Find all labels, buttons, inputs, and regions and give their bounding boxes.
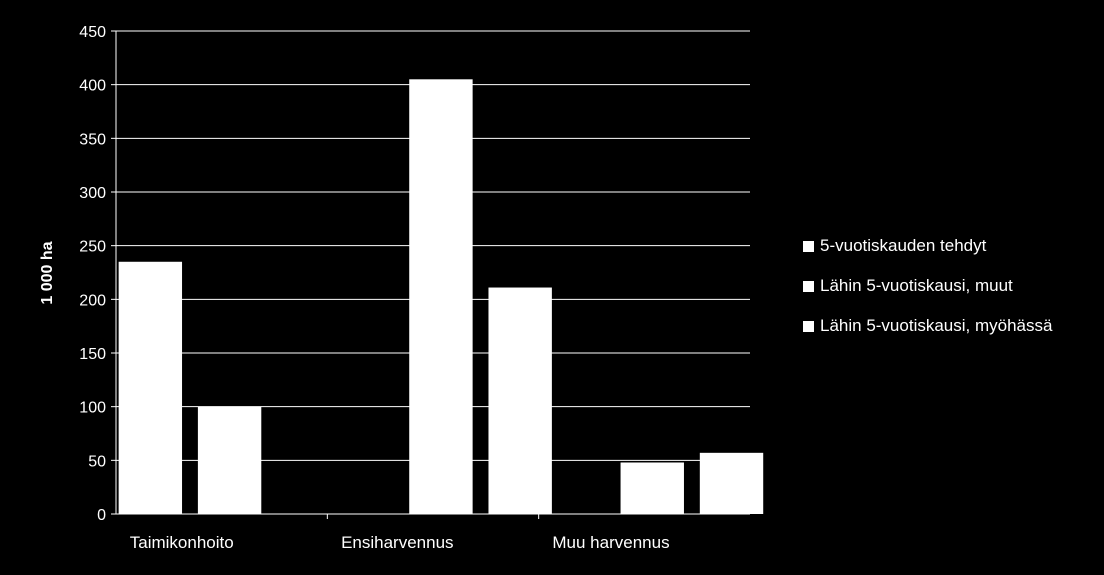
legend-label-series-2: Lähin 5-vuotiskausi, muut: [820, 276, 1013, 295]
bar-series-2-taimikonhoito: [197, 406, 262, 514]
x-category-label: Taimikonhoito: [130, 533, 234, 552]
y-tick-label: 400: [79, 78, 106, 95]
bars: [118, 79, 764, 515]
x-category-labels: Taimikonhoito Ensiharvennus Muu harvennus: [130, 533, 670, 552]
y-tick-label: 150: [79, 346, 106, 363]
legend-label-series-3: Lähin 5-vuotiskausi, myöhässä: [820, 316, 1053, 335]
legend-item-series-2: Lähin 5-vuotiskausi, muut: [803, 276, 1052, 296]
legend-swatch-series-2: [803, 280, 814, 292]
legend-item-series-1: 5-vuotiskauden tehdyt: [803, 236, 1052, 256]
legend-label-series-1: 5-vuotiskauden tehdyt: [820, 236, 987, 255]
bar-series-3-muu-harvennus: [699, 452, 764, 514]
y-tick-label: 200: [79, 292, 106, 309]
bar-series-2-ensiharvennus: [409, 79, 473, 515]
y-tick-label: 0: [97, 507, 106, 524]
y-tick-label: 50: [88, 453, 106, 470]
y-tick-label: 250: [79, 239, 106, 256]
legend-item-series-3: Lähin 5-vuotiskausi, myöhässä: [803, 316, 1052, 336]
y-axis-label: 1 000 ha: [39, 241, 56, 304]
y-tick-label: 350: [79, 131, 106, 148]
legend-swatch-series-3: [803, 320, 814, 332]
legend-swatch-series-1: [803, 240, 814, 252]
bar-series-1-taimikonhoito: [118, 261, 183, 514]
bar-series-3-ensiharvennus: [488, 287, 552, 514]
y-tick-label: 450: [79, 24, 106, 41]
y-tick-labels: 0 50 100 150 200 250 300 350 400 450: [79, 24, 106, 524]
y-tick-label: 300: [79, 185, 106, 202]
x-category-label: Ensiharvennus: [341, 533, 453, 552]
bar-series-2-muu-harvennus: [620, 462, 684, 514]
y-tick-label: 100: [79, 400, 106, 417]
x-category-label: Muu harvennus: [552, 533, 669, 552]
legend: 5-vuotiskauden tehdyt Lähin 5-vuotiskaus…: [803, 236, 1052, 356]
